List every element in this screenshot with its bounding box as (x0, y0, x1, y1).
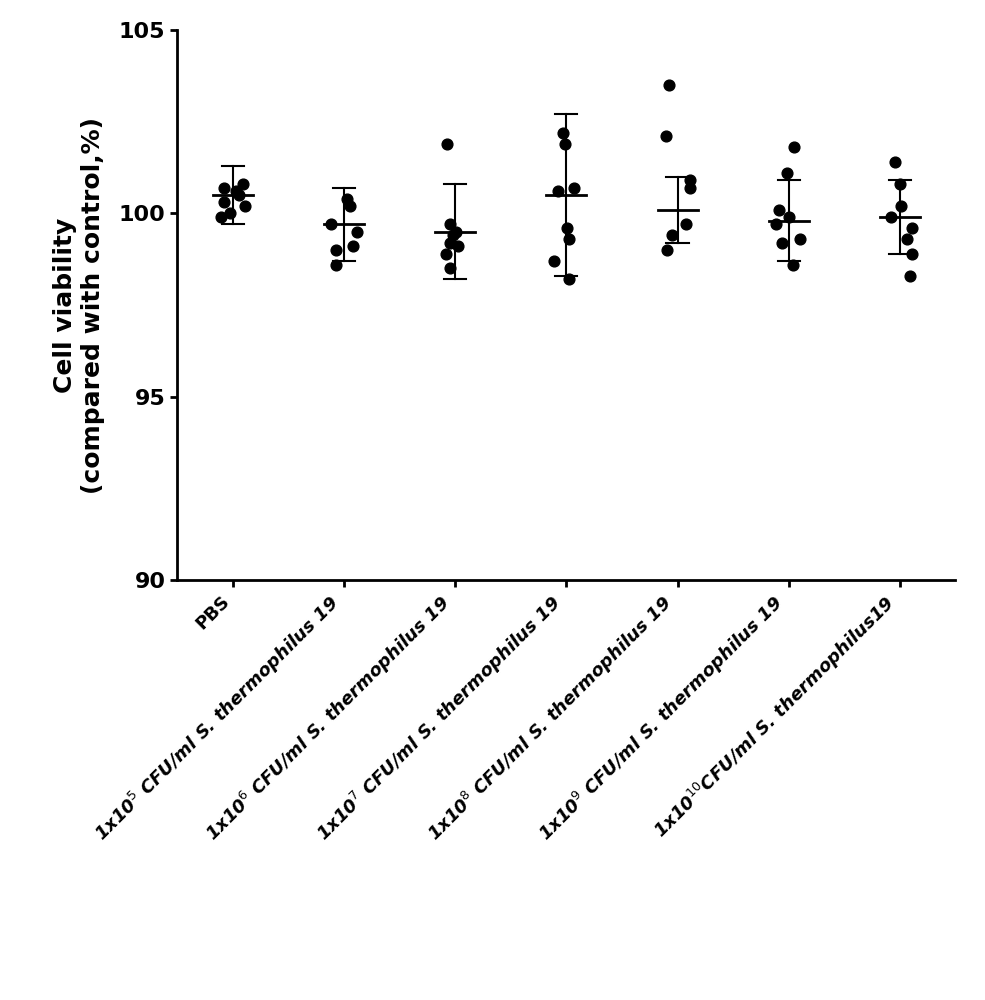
Point (561, 231, 577, 247)
Point (445, 227, 461, 243)
Point (328, 257, 344, 273)
Point (884, 209, 899, 225)
Point (903, 246, 919, 262)
Point (551, 183, 566, 199)
Point (893, 198, 909, 214)
Point (442, 216, 458, 232)
Point (678, 216, 693, 232)
Point (786, 139, 802, 155)
Point (231, 187, 247, 203)
Point (770, 202, 786, 218)
Point (237, 198, 253, 214)
Point (437, 246, 453, 262)
Point (342, 198, 358, 214)
Point (345, 238, 361, 254)
Point (682, 172, 697, 188)
Point (441, 235, 457, 251)
Point (448, 224, 464, 240)
Point (774, 235, 790, 251)
Point (899, 231, 915, 247)
Point (658, 128, 674, 144)
Point (547, 253, 562, 269)
Point (216, 194, 231, 210)
Point (234, 176, 250, 192)
Point (323, 216, 339, 232)
Point (328, 242, 344, 258)
Point (792, 231, 808, 247)
Point (781, 209, 797, 225)
Point (558, 220, 574, 236)
Y-axis label: Cell viability
(compared with control,%): Cell viability (compared with control,%) (53, 116, 104, 493)
Point (661, 77, 677, 93)
Point (904, 220, 920, 236)
Point (902, 268, 918, 284)
Point (768, 216, 784, 232)
Point (659, 242, 675, 258)
Point (439, 136, 455, 152)
Point (442, 260, 458, 276)
Point (450, 238, 466, 254)
Point (555, 125, 570, 141)
Point (886, 154, 902, 170)
Point (222, 205, 237, 221)
Point (779, 165, 795, 181)
Point (785, 257, 801, 273)
Point (228, 183, 243, 199)
Point (566, 180, 582, 196)
Point (561, 271, 577, 287)
Point (665, 227, 681, 243)
Point (558, 136, 573, 152)
Point (682, 180, 697, 196)
Point (892, 176, 908, 192)
Point (216, 180, 231, 196)
Point (349, 224, 364, 240)
Point (339, 191, 355, 207)
Point (213, 209, 229, 225)
